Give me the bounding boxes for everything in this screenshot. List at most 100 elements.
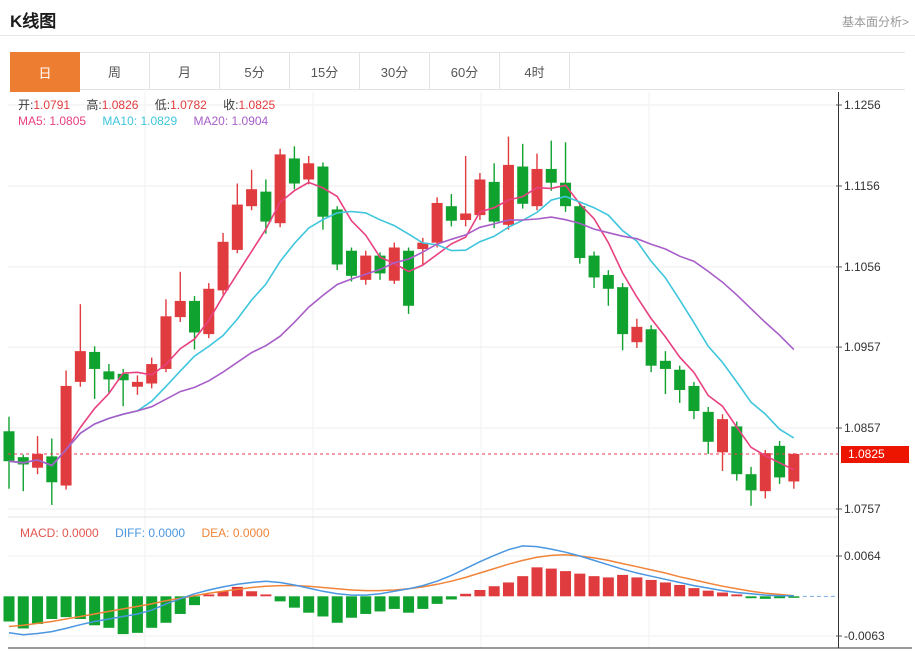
- candle: [103, 371, 115, 380]
- candle: [731, 426, 743, 475]
- candle: [631, 326, 643, 343]
- macd-bar: [74, 596, 86, 619]
- macd-bar: [645, 579, 657, 597]
- page-title: K线图: [10, 12, 57, 31]
- macd-legend: MACD: 0.0000 DIFF: 0.0000 DEA: 0.0000: [20, 526, 283, 540]
- ohlc-open: 开:1.0791: [18, 98, 71, 112]
- candle: [17, 457, 29, 465]
- candle: [488, 181, 500, 222]
- macd-bar: [545, 568, 557, 597]
- macd-bar: [674, 584, 686, 597]
- macd-bar: [246, 591, 258, 597]
- tab-60min[interactable]: 60分: [430, 53, 500, 89]
- macd-bar: [617, 574, 629, 597]
- candle: [331, 209, 343, 265]
- candle: [645, 329, 657, 366]
- tab-5min[interactable]: 5分: [220, 53, 290, 89]
- macd-bar: [788, 596, 800, 598]
- macd-bar: [474, 590, 486, 597]
- ma20-legend: MA20: 1.0904: [193, 114, 269, 128]
- macd-bar: [460, 593, 472, 597]
- candle: [560, 182, 572, 207]
- tab-week[interactable]: 周: [80, 53, 150, 89]
- macd-bar: [17, 596, 29, 629]
- macd-bar: [317, 596, 329, 617]
- candle: [745, 474, 757, 491]
- macd-bar: [774, 596, 786, 599]
- macd-bar: [445, 596, 457, 600]
- ma5-legend: MA5: 1.0805: [18, 114, 87, 128]
- candle: [274, 154, 286, 224]
- macd-bar: [89, 596, 101, 626]
- ma5-line: [8, 181, 795, 471]
- candle: [788, 453, 800, 482]
- macd-bar: [745, 596, 757, 599]
- candle: [474, 179, 486, 216]
- ohlc-legend: 开:1.0791 高:1.0826 低:1.0782 收:1.0825: [18, 96, 288, 113]
- macd-bar: [331, 596, 343, 623]
- fundamental-analysis-link[interactable]: 基本面分析>: [841, 15, 909, 29]
- macd-bar: [488, 586, 500, 597]
- macd-bar: [231, 586, 243, 597]
- candle: [460, 213, 472, 220]
- candle: [260, 191, 272, 222]
- macd-axis-label: 0.0064: [844, 549, 881, 563]
- candle: [417, 242, 429, 250]
- candle: [117, 373, 129, 381]
- macd-bar: [345, 596, 357, 618]
- candle: [659, 360, 671, 369]
- candle: [545, 168, 557, 183]
- kline-chart-canvas[interactable]: 1.1256 1.1156 1.1056 1.0957 1.0857 1.0757 0.00…: [0, 90, 915, 652]
- candle: [46, 456, 58, 483]
- candle: [189, 300, 201, 333]
- macd-bar: [688, 588, 700, 597]
- candle: [160, 316, 172, 369]
- macd-bar: [160, 596, 172, 623]
- last-price-tag: 1.0825: [841, 446, 909, 463]
- candle: [403, 250, 415, 306]
- candle: [74, 351, 86, 382]
- candle: [588, 255, 600, 278]
- macd-bar: [189, 596, 201, 606]
- macd-bar: [274, 596, 286, 602]
- macd-bar: [203, 594, 215, 597]
- diff-value: DIFF: 0.0000: [115, 526, 186, 540]
- macd-bar: [360, 596, 372, 614]
- ohlc-low: 低:1.0782: [154, 98, 207, 112]
- candle-wicks: [8, 136, 795, 506]
- tab-day[interactable]: 日: [10, 52, 80, 92]
- candle: [231, 204, 243, 250]
- candle: [146, 364, 158, 384]
- price-axis-label: 1.0957: [844, 340, 881, 354]
- macd-bar: [502, 582, 514, 597]
- macd-bar: [32, 596, 44, 625]
- price-axis-label: 1.1156: [844, 179, 880, 193]
- candle: [445, 206, 457, 221]
- macd-axis-label: -0.0063: [844, 629, 885, 643]
- y-axis-labels: 1.1256 1.1156 1.1056 1.0957 1.0857 1.0757 0.00…: [836, 98, 885, 643]
- candle: [360, 255, 372, 280]
- candle: [317, 166, 329, 217]
- ma-legend: MA5: 1.0805 MA10: 1.0829 MA20: 1.0904: [18, 114, 281, 128]
- macd-bar: [388, 596, 400, 609]
- candle: [131, 381, 143, 387]
- macd-bar: [417, 596, 429, 609]
- tab-4hour[interactable]: 4时: [500, 53, 570, 89]
- macd-bar: [217, 591, 229, 597]
- candle: [89, 351, 101, 369]
- ohlc-close: 收:1.0825: [223, 98, 276, 112]
- macd-bar: [431, 596, 443, 604]
- tab-30min[interactable]: 30分: [360, 53, 430, 89]
- macd-bar: [702, 590, 714, 597]
- macd-bar: [574, 573, 586, 597]
- macd-bar: [117, 596, 129, 635]
- candle: [303, 163, 315, 180]
- macd-bar: [260, 594, 272, 597]
- tab-15min[interactable]: 15分: [290, 53, 360, 89]
- candle: [574, 206, 586, 259]
- tab-month[interactable]: 月: [150, 53, 220, 89]
- macd-bar: [659, 582, 671, 597]
- candle: [32, 453, 44, 468]
- candle: [345, 250, 357, 276]
- interval-tabs: 日 周 月 5分 15分 30分 60分 4时: [10, 52, 905, 92]
